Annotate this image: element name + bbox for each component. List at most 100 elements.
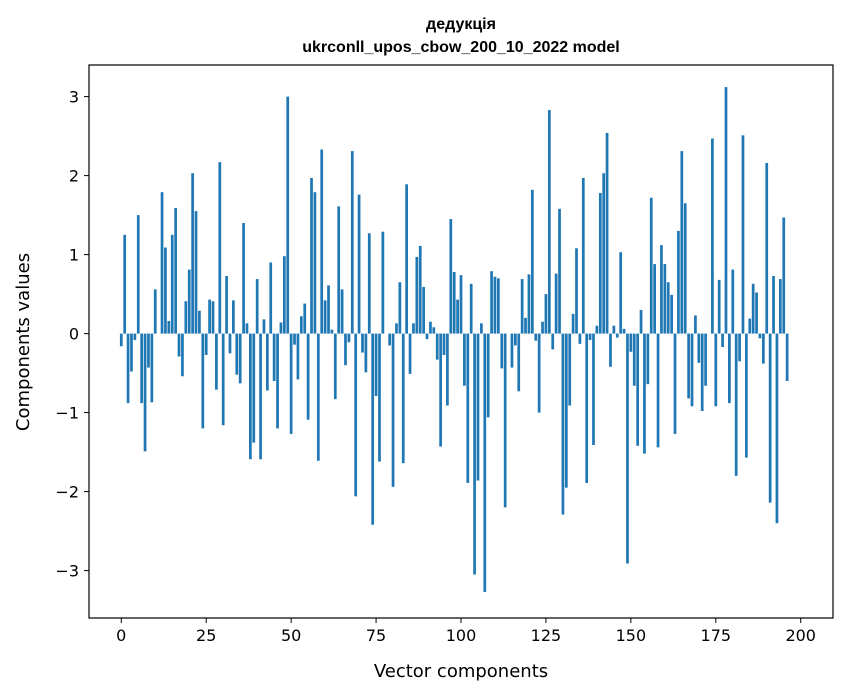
bar (476, 333, 480, 481)
bar (262, 319, 266, 334)
bar (717, 279, 721, 334)
bar (289, 333, 293, 434)
bar (395, 323, 398, 334)
bar (123, 234, 127, 334)
bar (150, 333, 154, 403)
bar (130, 333, 133, 372)
bar (581, 177, 585, 334)
y-tick-label: 0 (69, 325, 79, 344)
bar (537, 333, 541, 413)
bar (174, 207, 177, 334)
bar (446, 333, 449, 406)
bar (762, 333, 765, 364)
bar-series (119, 87, 789, 592)
bar (558, 208, 561, 334)
x-tick-label: 75 (366, 626, 386, 645)
bar (592, 333, 595, 445)
bar (249, 333, 252, 460)
bar (191, 173, 194, 334)
bar (632, 333, 636, 386)
bar (347, 333, 351, 343)
bar (503, 333, 507, 508)
y-tick-label: −3 (55, 562, 79, 581)
bar (381, 231, 385, 334)
bar (388, 333, 392, 346)
bar (745, 333, 748, 458)
y-tick-label: −1 (55, 404, 79, 423)
x-axis-label: Vector components (374, 661, 548, 682)
bar (469, 283, 473, 334)
bar (303, 303, 307, 334)
bar (741, 135, 745, 334)
bar (578, 333, 582, 344)
bar (269, 262, 273, 334)
bar (432, 327, 436, 334)
bar (517, 333, 521, 392)
bar (585, 333, 589, 483)
bar (547, 110, 551, 334)
bar (228, 333, 232, 354)
bar (412, 323, 415, 334)
bar (772, 275, 775, 334)
bar (435, 333, 439, 360)
bar (598, 192, 602, 334)
bar (340, 289, 344, 334)
bar (734, 333, 738, 476)
bar (561, 333, 565, 515)
bar (211, 301, 215, 334)
bar (554, 273, 558, 334)
bar (605, 132, 609, 334)
bar (293, 333, 296, 345)
bar (344, 333, 347, 366)
bar (282, 256, 286, 334)
x-tick-label: 0 (116, 626, 126, 645)
x-tick-label: 150 (616, 626, 647, 645)
bar (422, 286, 425, 334)
bar (778, 279, 782, 334)
bar (126, 333, 130, 404)
bar (690, 333, 694, 407)
bar (629, 333, 633, 352)
bar (204, 333, 208, 355)
bar (429, 321, 432, 334)
bar (612, 325, 616, 334)
bar (758, 333, 762, 339)
chart-title-line-2: ukrconll_upos_cbow_200_10_2022 model (302, 39, 619, 56)
bar (350, 151, 354, 334)
bar (626, 333, 629, 564)
bar (714, 333, 718, 407)
x-tick-label: 125 (531, 626, 562, 645)
bar (255, 279, 259, 334)
chart-title-line-1: дедукція (426, 16, 496, 33)
bar (697, 333, 701, 363)
bar (534, 333, 538, 341)
bar (371, 333, 375, 525)
bar (497, 278, 500, 334)
bar (405, 184, 408, 334)
bar (259, 333, 262, 460)
bar (391, 333, 395, 487)
bar (245, 323, 249, 334)
bar (133, 333, 137, 340)
y-tick-label: 1 (69, 246, 79, 265)
bar (184, 301, 188, 334)
bar (666, 282, 670, 334)
y-tick-label: 3 (69, 88, 79, 107)
x-tick-label: 200 (785, 626, 816, 645)
bar (490, 271, 493, 334)
bar (333, 333, 337, 400)
bar (357, 194, 361, 334)
bar (514, 333, 517, 346)
bar (323, 300, 327, 334)
bar (687, 333, 690, 399)
bar (177, 333, 181, 357)
bar (225, 275, 228, 334)
y-axis-ticks: −3 −2 −1 0 1 2 3 (55, 88, 89, 581)
bar (520, 279, 524, 334)
bar (564, 333, 568, 488)
bar (731, 269, 735, 334)
bar (656, 333, 660, 448)
bar (401, 333, 405, 464)
bar (500, 333, 504, 369)
